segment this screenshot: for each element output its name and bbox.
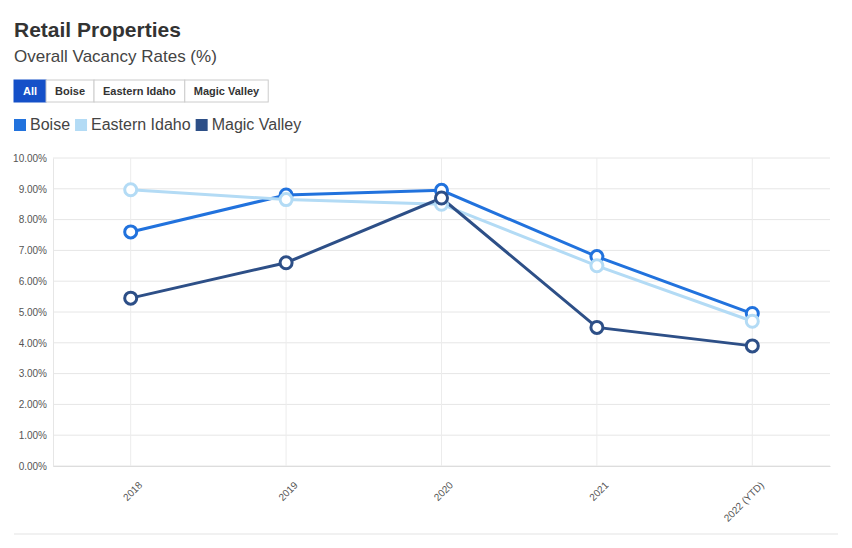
x-tick-label: 2022 (YTD) [722, 479, 766, 523]
plot-area [125, 184, 759, 352]
y-tick-label: 6.00% [19, 276, 47, 287]
legend-label: Eastern Idaho [91, 116, 191, 133]
y-tick-label: 8.00% [19, 214, 47, 225]
legend-swatch [75, 119, 87, 131]
y-tick: 7.00% [19, 245, 53, 256]
button-box[interactable] [94, 80, 185, 102]
y-tick-label: 3.00% [19, 368, 47, 379]
x-tick-label: 2021 [587, 479, 611, 503]
point [125, 226, 137, 238]
y-tick-label: 7.00% [19, 245, 47, 256]
x-tick: 2019 [276, 466, 300, 503]
legend: Boise Eastern Idaho Magic Valley [14, 116, 301, 133]
legend-swatch [14, 119, 26, 131]
y-tick: 0.00% [19, 461, 53, 472]
y-tick-label: 4.00% [19, 338, 47, 349]
y-tick: 1.00% [19, 430, 53, 441]
x-tick-label: 2018 [121, 479, 145, 503]
series-line [131, 198, 753, 346]
y-tick: 2.00% [19, 399, 53, 410]
button-box[interactable] [14, 80, 46, 102]
subtitle: Overall Vacancy Rates (%) [14, 47, 217, 66]
button[interactable]: All [14, 80, 46, 102]
y-tick-label: 10.00% [13, 153, 47, 164]
point [746, 315, 758, 327]
button[interactable]: Magic Valley [185, 80, 268, 102]
y-tick: 9.00% [19, 184, 53, 195]
y-tick-label: 5.00% [19, 307, 47, 318]
y-tick-label: 1.00% [19, 430, 47, 441]
button-bar: All Boise Eastern Idaho Magic Valley [14, 80, 268, 102]
button-label[interactable]: Magic Valley [194, 85, 260, 97]
chart: Retail Properties Overall Vacancy Rates (… [0, 0, 852, 548]
y-tick: 4.00% [19, 338, 53, 349]
y-tick-label: 9.00% [19, 184, 47, 195]
point [591, 321, 603, 333]
point [125, 184, 137, 196]
x-axis: 2018 2019 2020 2021 2022 (YTD) [54, 466, 831, 524]
x-tick: 2020 [432, 466, 456, 503]
point [280, 257, 292, 269]
x-tick: 2022 (YTD) [722, 466, 766, 524]
y-tick: 3.00% [19, 368, 53, 379]
x-tick-label: 2019 [276, 479, 300, 503]
y-tick-label: 2.00% [19, 399, 47, 410]
y-tick: 6.00% [19, 276, 53, 287]
legend-label: Boise [30, 116, 70, 133]
button-box[interactable] [46, 80, 94, 102]
y-axis-line [53, 159, 54, 467]
point [591, 260, 603, 272]
button[interactable]: Eastern Idaho [94, 80, 185, 102]
series-line [131, 190, 753, 322]
point [746, 340, 758, 352]
x-tick-label: 2020 [432, 479, 456, 503]
grid [53, 158, 830, 466]
button-label[interactable]: Eastern Idaho [103, 85, 176, 97]
point [280, 194, 292, 206]
point [125, 292, 137, 304]
title: Retail Properties [14, 18, 181, 41]
x-axis-line [54, 466, 831, 467]
y-tick-label: 0.00% [19, 461, 47, 472]
point [436, 192, 448, 204]
button-label[interactable]: Boise [55, 85, 85, 97]
grid-line [130, 158, 131, 466]
button-label[interactable]: All [23, 85, 37, 97]
legend-swatch [196, 119, 208, 131]
button[interactable]: Boise [46, 80, 94, 102]
grid-line [596, 158, 597, 466]
x-tick: 2021 [587, 466, 611, 503]
y-axis: 0.00% 1.00% 2.00% 3.00% 4.00% 5.00% 6.00% 7.00%… [13, 153, 53, 472]
y-tick: 8.00% [19, 214, 53, 225]
legend-label: Magic Valley [212, 116, 302, 133]
button-box[interactable] [185, 80, 268, 102]
separator [14, 534, 838, 535]
y-tick: 10.00% [13, 153, 53, 164]
series-line [131, 190, 753, 313]
y-tick: 5.00% [19, 307, 53, 318]
x-tick: 2018 [121, 466, 145, 503]
